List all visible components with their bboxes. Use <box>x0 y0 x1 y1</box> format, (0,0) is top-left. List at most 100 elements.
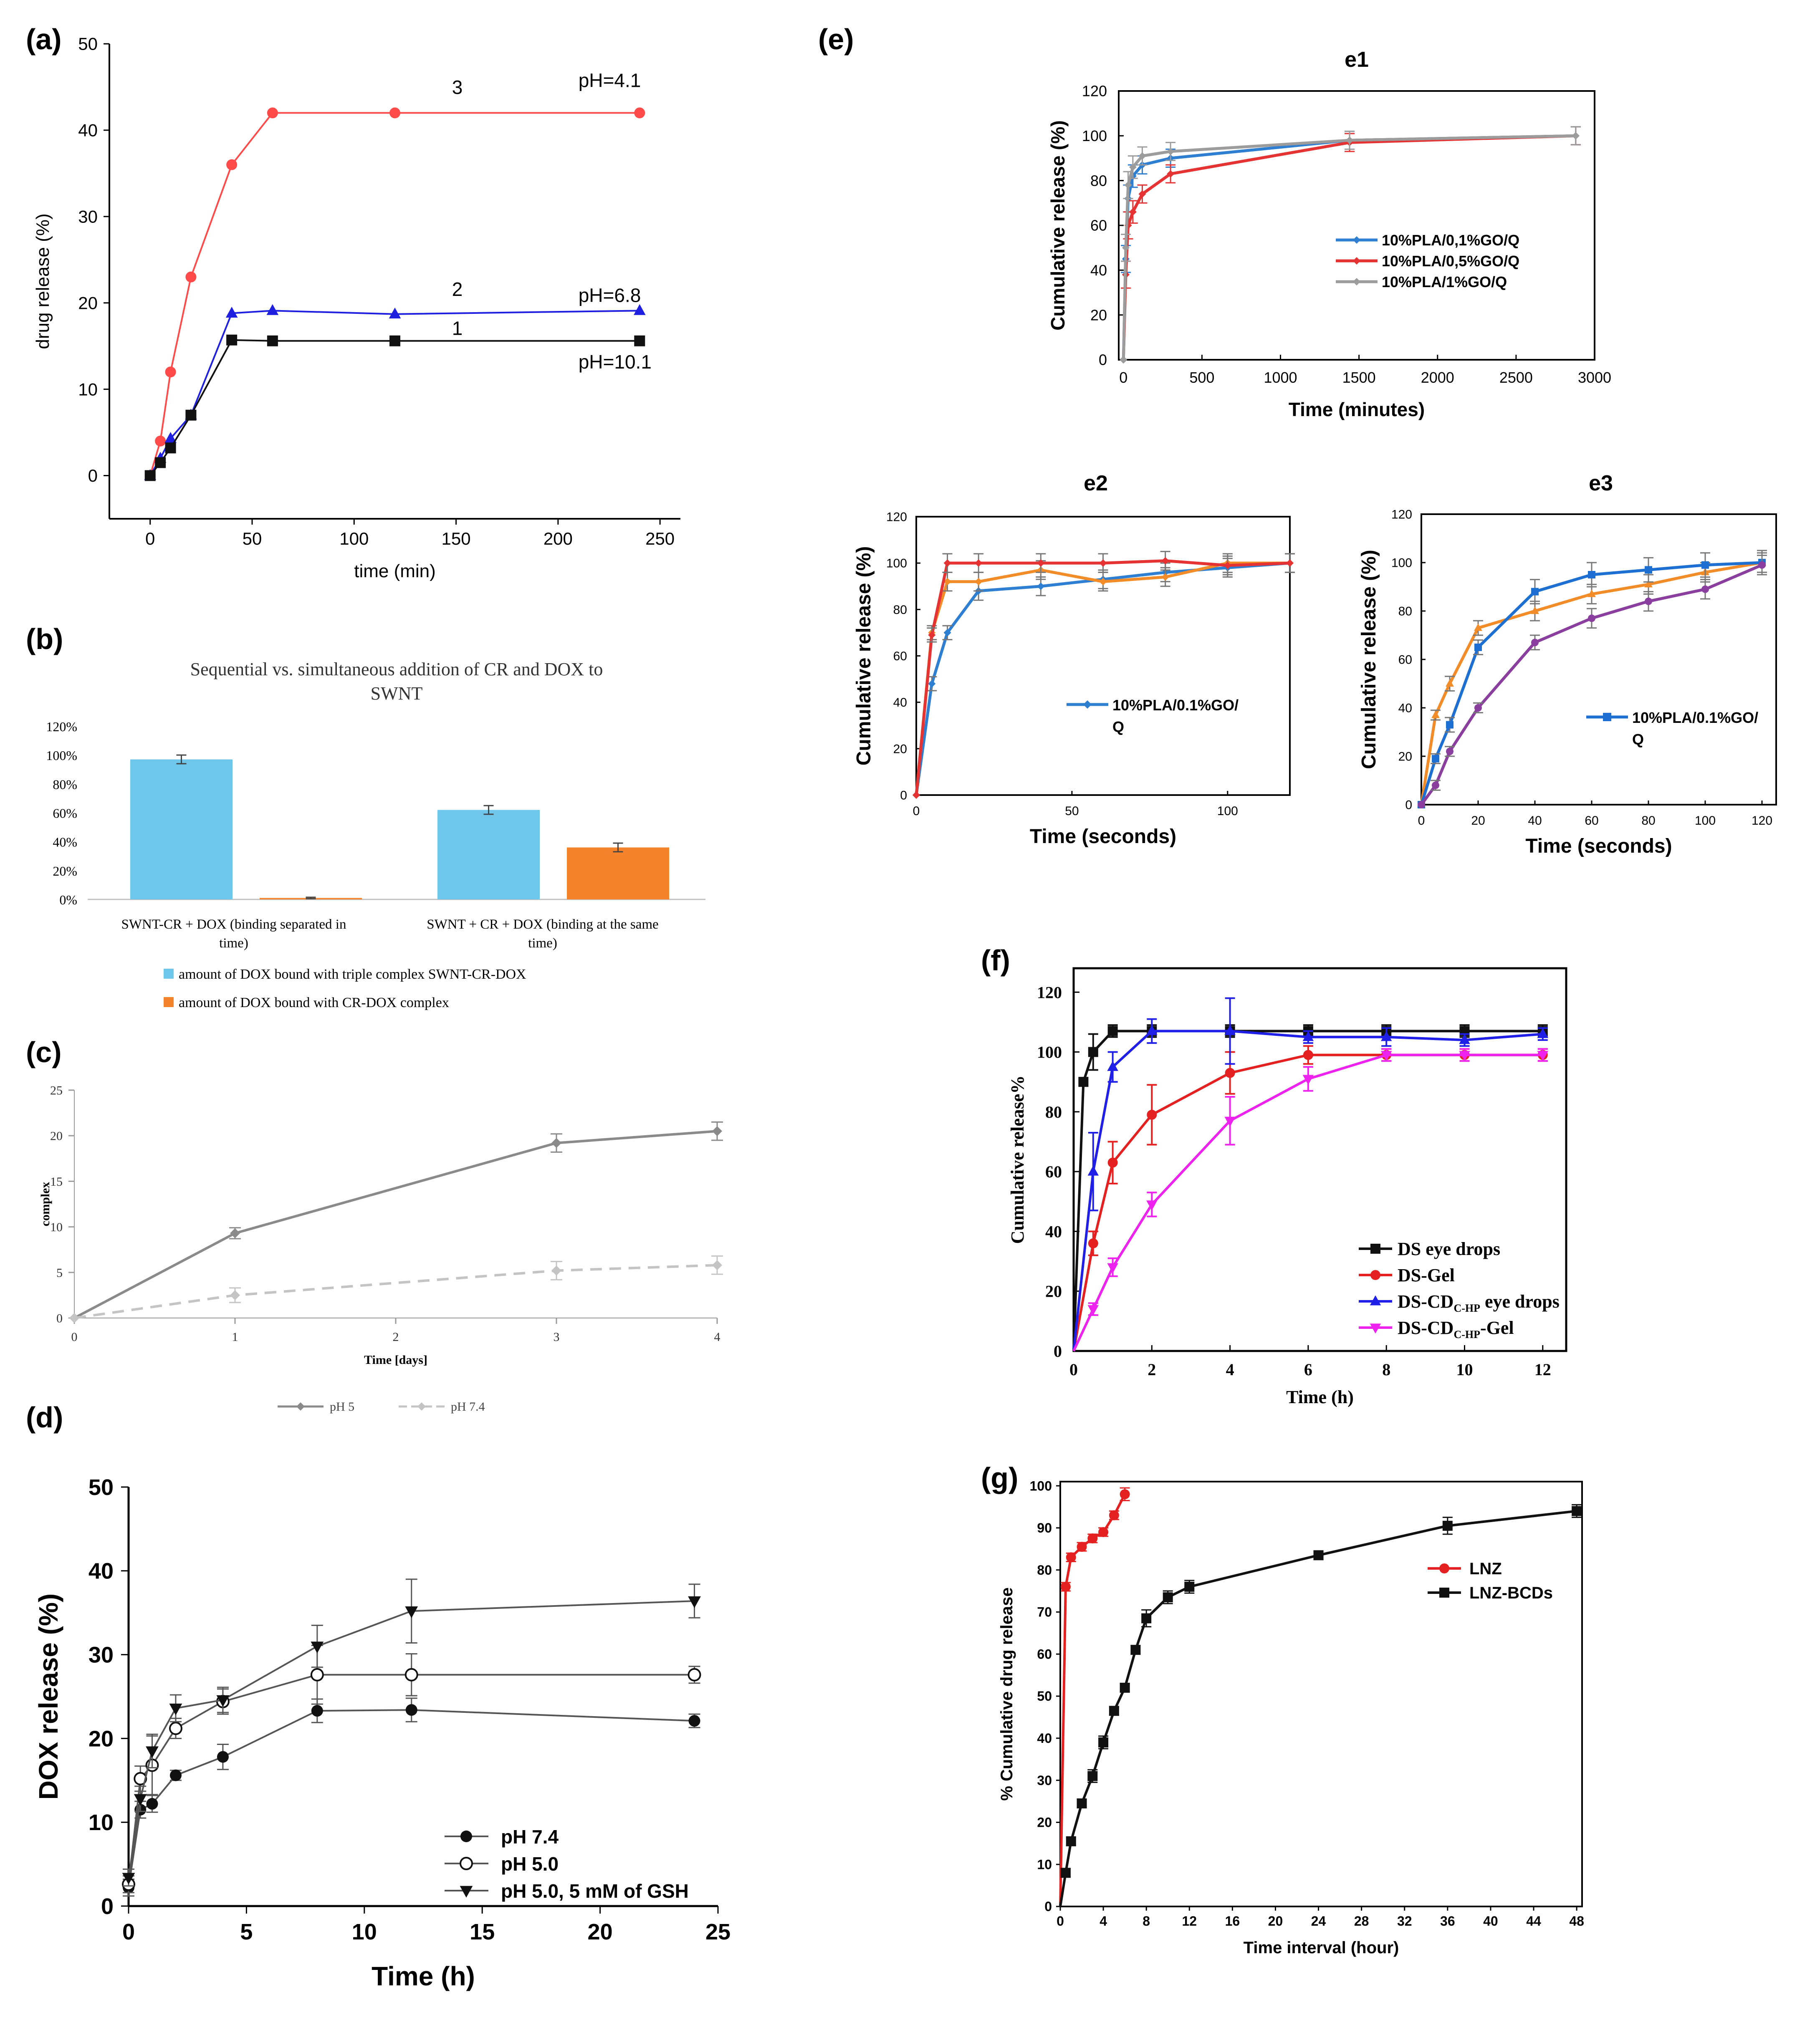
e2-legend-label: Q <box>1112 718 1124 735</box>
a-annotation: pH=10.1 <box>579 351 652 373</box>
d-y-axis-title: DOX release (%) <box>33 1593 63 1800</box>
e3-point <box>1474 623 1482 631</box>
b-y-tick-label: 100% <box>46 748 77 763</box>
b-legend-swatch <box>164 969 174 979</box>
a-x-tick-label: 200 <box>543 529 573 548</box>
e2-point <box>913 791 920 799</box>
a-point-1 <box>226 334 238 346</box>
e1-x-axis-title: Time (minutes) <box>1289 399 1425 420</box>
g-legend-marker <box>1439 1563 1449 1573</box>
a-point-2 <box>633 304 646 315</box>
d-y-tick-label: 40 <box>88 1559 114 1584</box>
panel-c: 0 1 2 3 4 0 5 10 15 20 25 Time [days] complex pH 5 pH … <box>38 1084 723 1414</box>
g-point <box>1077 1542 1087 1552</box>
g-point <box>1442 1520 1453 1531</box>
e2-point <box>1161 557 1169 565</box>
b-category-label: time) <box>528 936 557 951</box>
e1-y-tick-label: 0 <box>1099 351 1107 369</box>
d-legend-marker <box>460 1886 473 1898</box>
d-point <box>169 1703 182 1715</box>
g-legend-marker <box>1439 1588 1449 1598</box>
e2-y-tick-label: 60 <box>893 649 907 663</box>
panel-d: 0 5 10 15 20 25 0 10 20 30 40 50 Time (h) DOX release… <box>33 1475 731 1991</box>
c-x-axis-title: Time [days] <box>364 1353 427 1367</box>
e3-point <box>1588 614 1595 622</box>
g-point <box>1060 1581 1071 1592</box>
d-point <box>134 1794 147 1806</box>
e1-y-tick-label: 100 <box>1082 127 1107 144</box>
d-legend-marker <box>460 1831 472 1842</box>
panel-label-c: (c) <box>26 1036 62 1068</box>
c-x-tick-label: 1 <box>232 1330 238 1344</box>
f-point <box>1088 1238 1098 1249</box>
g-x-tick-label: 0 <box>1057 1914 1064 1929</box>
e3-point <box>1446 679 1454 687</box>
g-y-axis-title: % Cumulative drug release <box>998 1587 1016 1800</box>
e1-y-tick-label: 80 <box>1090 172 1107 189</box>
c-legend-label: pH 5 <box>330 1400 354 1414</box>
e1-point <box>1124 181 1132 189</box>
f-point <box>1303 1050 1313 1060</box>
g-point <box>1163 1592 1173 1603</box>
e2-y-tick-label: 100 <box>886 557 907 571</box>
f-point <box>1146 1025 1158 1035</box>
e3-y-tick-label: 100 <box>1391 556 1412 570</box>
a-series-line-3 <box>149 112 640 476</box>
g-x-tick-label: 40 <box>1483 1914 1498 1929</box>
panel-a: 0 50 100 150 200 250 0 10 20 30 40 50 time (min) drug… <box>33 34 680 581</box>
g-point <box>1120 1489 1130 1500</box>
e3-x-axis-title: Time (seconds) <box>1525 835 1672 857</box>
e2-point <box>943 559 951 567</box>
e2-point <box>1037 582 1045 590</box>
e1-point <box>1572 132 1580 140</box>
e1-x-tick-label: 1500 <box>1342 369 1376 386</box>
e3-y-tick-label: 60 <box>1398 653 1412 667</box>
f-point <box>1224 1116 1236 1127</box>
e3-y-tick-label: 120 <box>1391 508 1412 522</box>
e1-legend-label: 10%PLA/0,5%GO/Q <box>1382 252 1519 270</box>
d-x-tick-label: 25 <box>705 1919 731 1944</box>
d-point <box>404 1668 418 1682</box>
e2-point <box>943 578 951 586</box>
d-point <box>122 1873 135 1885</box>
a-point-3 <box>389 107 400 119</box>
c-legend-marker <box>296 1402 305 1411</box>
e1-x-tick-label: 3000 <box>1578 369 1611 386</box>
f-point <box>1302 1031 1314 1041</box>
e3-point <box>1587 589 1596 597</box>
a-point-1 <box>185 409 197 421</box>
f-point <box>1225 1068 1235 1078</box>
a-point-1 <box>144 470 156 481</box>
a-series-line-2 <box>149 310 640 476</box>
e3-point <box>1432 755 1439 763</box>
e3-point <box>1701 561 1709 569</box>
c-legend-marker <box>417 1402 426 1411</box>
d-point <box>169 1769 182 1781</box>
e1-x-tick-label: 2500 <box>1499 369 1533 386</box>
b-bar <box>567 847 669 899</box>
e1-y-tick-label: 40 <box>1090 262 1107 279</box>
a-point-1 <box>389 335 400 346</box>
panel-label-e: (e) <box>818 23 854 56</box>
panel-e2: 0 50 100 0 20 40 60 80 100 120 Time (seconds) Cumul… <box>853 510 1295 848</box>
c-y-tick-label: 20 <box>50 1129 63 1143</box>
e3-y-axis-title: Cumulative release (%) <box>1358 550 1380 769</box>
e2-legend-marker <box>1083 700 1092 709</box>
d-point <box>310 1668 324 1682</box>
d-y-tick-label: 50 <box>88 1475 114 1500</box>
e3-point <box>1645 566 1652 574</box>
e3-point <box>1645 597 1652 605</box>
e2-y-tick-label: 40 <box>893 696 907 710</box>
e1-point <box>1129 163 1137 171</box>
e3-x-tick-label: 0 <box>1418 814 1425 828</box>
g-y-tick-label: 90 <box>1037 1520 1052 1535</box>
c-x-tick-label: 2 <box>393 1330 399 1344</box>
e3-y-tick-label: 40 <box>1398 702 1412 715</box>
e3-x-tick-label: 80 <box>1641 814 1655 828</box>
e2-point <box>928 680 936 688</box>
c-point <box>230 1290 240 1300</box>
f-point <box>1224 1025 1236 1035</box>
panel-label-f: (f) <box>981 944 1010 977</box>
b-y-tick-label: 40% <box>53 835 77 850</box>
d-point <box>311 1705 323 1717</box>
